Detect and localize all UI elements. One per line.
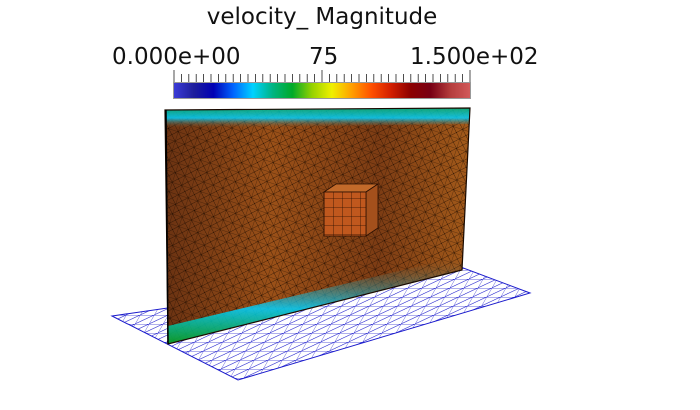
colorbar-max-label: 1.500e+02 [410,44,539,70]
colorbar-min-label: 0.000e+00 [112,44,241,70]
velocity-wall-mesh [164,107,471,345]
colorbar-mid-label: 75 [309,44,339,70]
colorbar [173,82,471,99]
colorbar-title: velocity_ Magnitude [206,4,438,30]
cube-obstacle [322,183,380,237]
colorbar-ticks [173,70,471,83]
